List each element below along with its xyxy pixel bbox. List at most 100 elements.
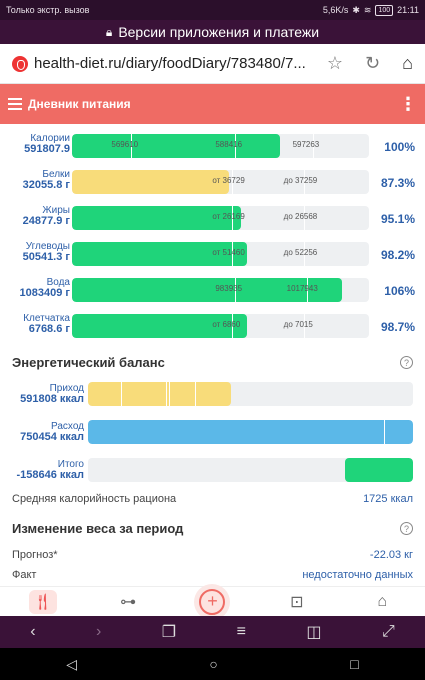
energy-marker bbox=[195, 382, 197, 406]
forward-arrow-icon[interactable]: › bbox=[96, 623, 102, 640]
add-plus-icon[interactable]: + bbox=[199, 588, 226, 615]
norm-marker bbox=[232, 242, 234, 266]
energy-marker bbox=[383, 420, 385, 444]
browser-menu-icon[interactable]: ≡ bbox=[236, 623, 246, 640]
fullscreen-expand-icon[interactable]: ⤢ bbox=[381, 623, 395, 640]
norm-marker bbox=[303, 170, 305, 194]
norm-marker bbox=[303, 206, 305, 230]
nutrient-percent: 87.3% bbox=[380, 176, 415, 190]
energy-value: 591808 ккал bbox=[20, 393, 84, 405]
url-text[interactable]: health-diet.ru/diary/foodDiary/783480/7.… bbox=[34, 55, 306, 72]
norm-marker bbox=[235, 134, 237, 158]
android-home-icon[interactable]: ○ bbox=[209, 656, 218, 672]
forecast-label: Прогноз* bbox=[12, 549, 58, 561]
site-favicon-icon bbox=[12, 55, 28, 72]
nutrient-label: Клетчатка 6768.6 г bbox=[8, 313, 70, 335]
avg-calorie-row: Средняя калорийность рациона 1725 ккал bbox=[12, 493, 413, 505]
norm-marker bbox=[235, 278, 237, 302]
fact-value: недостаточно данных bbox=[302, 569, 413, 581]
home-nav-icon[interactable]: ⌂ bbox=[377, 592, 388, 610]
bookmark-star-icon[interactable]: ☆ bbox=[326, 53, 344, 73]
energy-name: Расход bbox=[51, 421, 84, 432]
norm-marker-label: до 26568 bbox=[283, 212, 318, 221]
norm-marker-label: до 52256 bbox=[283, 248, 318, 257]
energy-bar bbox=[88, 420, 413, 444]
nutrient-label: Белки 32055.8 г bbox=[8, 169, 70, 191]
more-options-icon[interactable]: ⋮ bbox=[399, 93, 417, 114]
diary-content[interactable]: Калории 591807.9 569610 588416 597263 100%… bbox=[0, 124, 425, 586]
norm-marker-label: 1017943 bbox=[286, 284, 318, 293]
norm-marker bbox=[232, 314, 234, 338]
workout-dumbbell-icon[interactable]: ⊶ bbox=[120, 593, 137, 611]
back-arrow-icon[interactable]: ‹ bbox=[30, 623, 36, 640]
net-speed: 5,6K/s bbox=[322, 5, 349, 15]
app-bottom-nav: 🍴︎ ⊶ + ⊡ ⌂ bbox=[0, 586, 425, 616]
norm-marker bbox=[303, 314, 305, 338]
energy-row: Итого -158646 ккал bbox=[0, 456, 425, 484]
nutrient-name: Углеводы bbox=[25, 241, 70, 252]
bluetooth-icon: ✱ bbox=[352, 4, 360, 15]
nutrient-percent: 100% bbox=[384, 140, 415, 154]
energy-row: Расход 750454 ккал bbox=[0, 418, 425, 446]
nutrient-name: Жиры bbox=[42, 205, 70, 216]
nutrient-bar-fill bbox=[72, 242, 248, 266]
nutrient-row: Клетчатка 6768.6 г от 6860 до 7015 98.7% bbox=[0, 311, 425, 341]
nutrient-bar-fill bbox=[72, 134, 280, 158]
carrier-text: Только экстр. вызов bbox=[6, 5, 90, 15]
energy-row: Приход 591808 ккал bbox=[0, 380, 425, 408]
nutrient-label: Вода 1083409 г bbox=[8, 277, 70, 299]
reader-book-icon[interactable]: ◫ bbox=[306, 624, 322, 641]
energy-bar-fill bbox=[344, 458, 413, 482]
nutrient-label: Жиры 24877.9 г bbox=[8, 205, 70, 227]
norm-marker bbox=[131, 134, 133, 158]
nutrient-label: Углеводы 50541.3 г bbox=[8, 241, 70, 263]
menu-icon[interactable] bbox=[8, 98, 22, 110]
energy-help-icon[interactable]: ? bbox=[400, 356, 413, 369]
nutrient-name: Вода bbox=[46, 277, 70, 288]
android-nav-bar: ◁ ○ □ bbox=[0, 648, 425, 680]
android-back-icon[interactable]: ◁ bbox=[66, 655, 77, 672]
nutrient-bar: от 6860 до 7015 bbox=[72, 314, 369, 338]
nutrient-bar: 569610 588416 597263 bbox=[72, 134, 369, 158]
energy-bar-fill bbox=[88, 420, 413, 444]
nutrient-value: 24877.9 г bbox=[22, 215, 70, 227]
nutrient-row: Жиры 24877.9 г от 26169 до 26568 95.1% bbox=[0, 203, 425, 233]
banner-text: Версии приложения и платежи bbox=[118, 24, 320, 40]
home-icon[interactable]: ⌂ bbox=[402, 53, 413, 73]
browser-url-bar: health-diet.ru/diary/foodDiary/783480/7.… bbox=[0, 44, 425, 84]
nutrient-name: Белки bbox=[42, 169, 70, 180]
battery-icon: 100 bbox=[375, 4, 394, 16]
scale-icon[interactable]: ⊡ bbox=[290, 593, 304, 611]
weight-change-title: Изменение веса за период bbox=[12, 521, 184, 536]
app-banner[interactable]: 🔒︎ Версии приложения и платежи bbox=[0, 20, 425, 44]
android-recents-icon[interactable]: □ bbox=[350, 656, 359, 672]
energy-label: Приход 591808 ккал bbox=[8, 383, 84, 405]
norm-marker bbox=[232, 206, 234, 230]
weight-help-icon[interactable]: ? bbox=[400, 522, 413, 535]
nutrient-percent: 106% bbox=[384, 284, 415, 298]
food-diary-icon[interactable]: 🍴︎ bbox=[28, 589, 57, 614]
reload-icon[interactable]: ↻ bbox=[365, 53, 381, 73]
nutrient-percent: 98.2% bbox=[380, 248, 415, 262]
nutrient-row: Калории 591807.9 569610 588416 597263 100% bbox=[0, 131, 425, 161]
norm-marker-label: 597263 bbox=[292, 140, 320, 149]
forecast-value: -22.03 кг bbox=[369, 549, 413, 561]
energy-bar bbox=[88, 382, 413, 406]
nutrient-label: Калории 591807.9 bbox=[8, 133, 70, 155]
norm-marker bbox=[232, 170, 234, 194]
norm-marker-label: от 26169 bbox=[212, 212, 245, 221]
nutrient-bar-fill bbox=[72, 170, 230, 194]
status-bar: Только экстр. вызов 5,6K/s ✱ ≋ 100 21:11 bbox=[0, 0, 425, 20]
energy-marker bbox=[166, 382, 167, 406]
page-title: Дневник питания bbox=[28, 97, 131, 111]
nutrient-row: Углеводы 50541.3 г от 51460 до 52256 98.2… bbox=[0, 239, 425, 269]
norm-marker-label: от 6860 bbox=[212, 320, 241, 329]
tabs-icon[interactable]: ❐ bbox=[161, 624, 177, 641]
nutrient-bar: от 26169 до 26568 bbox=[72, 206, 369, 230]
avg-calorie-value: 1725 ккал bbox=[363, 493, 413, 505]
app-header: Дневник питания ⋮ bbox=[0, 84, 425, 124]
nutrient-name: Калории bbox=[30, 133, 70, 144]
lock-icon: 🔒︎ bbox=[105, 24, 113, 39]
energy-value: -158646 ккал bbox=[16, 469, 84, 481]
norm-marker bbox=[312, 134, 314, 158]
